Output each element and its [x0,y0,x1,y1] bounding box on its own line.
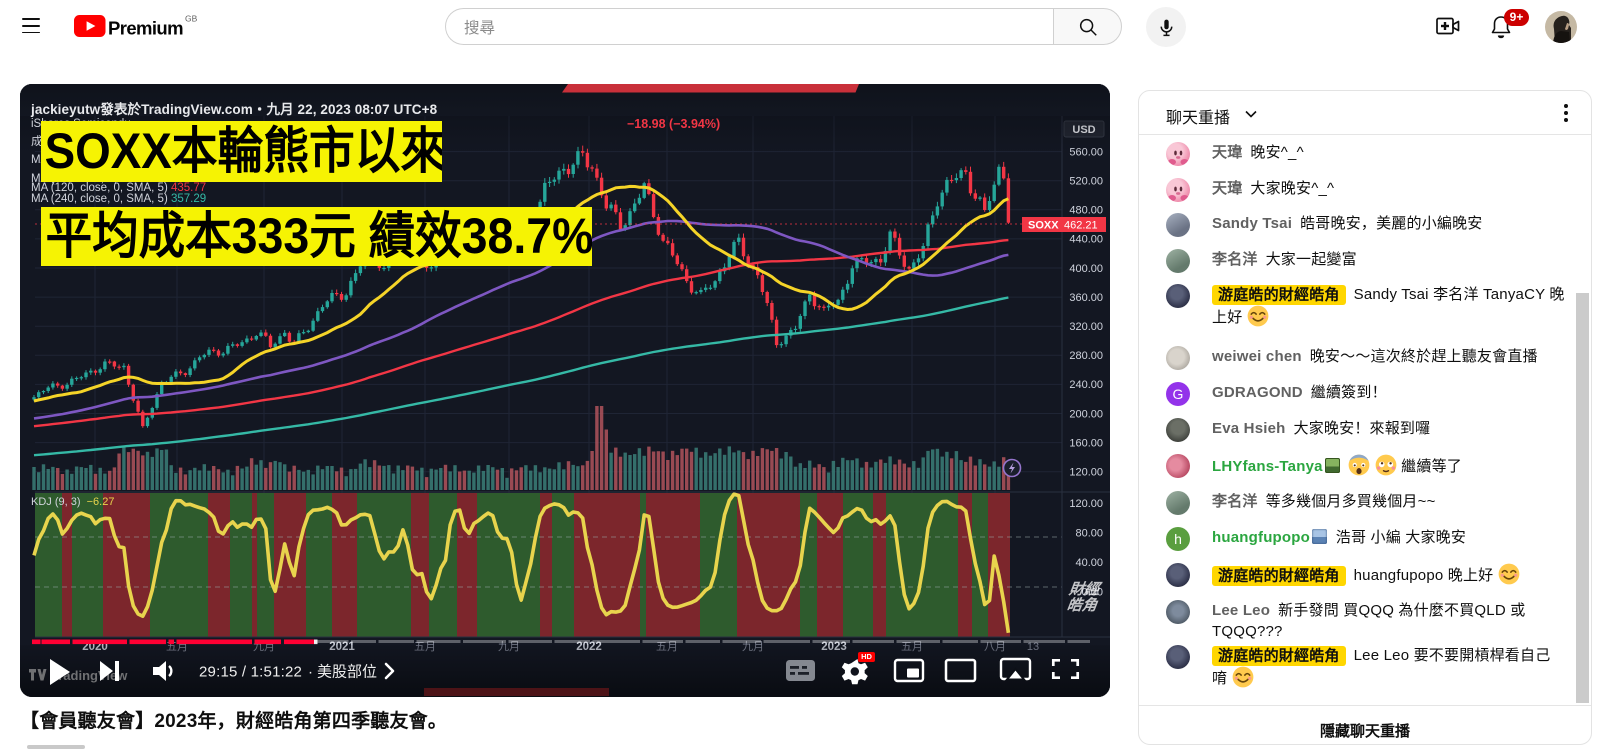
svg-text:200.00: 200.00 [1069,408,1103,420]
svg-text:480.00: 480.00 [1069,205,1103,217]
svg-text:360.00: 360.00 [1069,292,1103,304]
svg-text:·: · [308,664,313,681]
svg-text:280.00: 280.00 [1069,350,1103,362]
svg-text:120.00: 120.00 [1069,498,1103,510]
svg-text:160.00: 160.00 [1069,437,1103,449]
svg-text:462.21: 462.21 [1064,220,1098,232]
svg-text:400.00: 400.00 [1069,263,1103,275]
svg-text:440.00: 440.00 [1069,234,1103,246]
svg-text:29:15 / 1:51:22: 29:15 / 1:51:22 [199,664,302,681]
svg-text:Premium: Premium [108,18,183,39]
svg-text:0.00: 0.00 [1082,586,1103,598]
svg-text:SOXX: SOXX [1028,220,1059,232]
svg-text:240.00: 240.00 [1069,379,1103,391]
svg-text:GB: GB [185,14,198,24]
svg-text:80.00: 80.00 [1075,527,1103,539]
svg-text:320.00: 320.00 [1069,321,1103,333]
svg-text:40.00: 40.00 [1075,557,1103,569]
svg-text:520.00: 520.00 [1069,176,1103,188]
svg-text:美股部位: 美股部位 [317,664,377,681]
svg-text:120.00: 120.00 [1069,467,1103,479]
